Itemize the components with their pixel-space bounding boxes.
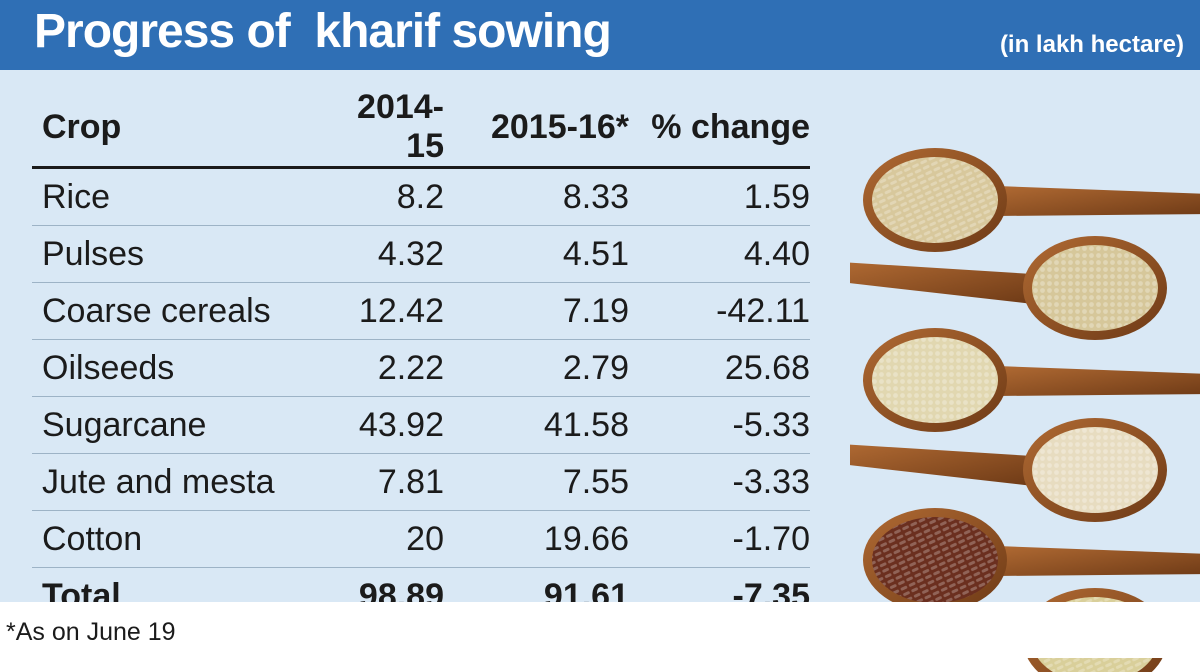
unit-label: (in lakh hectare) [999, 31, 1184, 58]
value-2015-16-cell: 19.66 [444, 510, 629, 568]
crop-cell: Coarse cereals [32, 282, 326, 340]
crop-cell: Sugarcane [32, 396, 326, 454]
table-panel: Crop 2014-15 2015-16* % change Rice 8.2 … [0, 70, 1200, 672]
change-cell: 25.68 [629, 339, 810, 397]
column-header-crop: Crop [32, 88, 326, 169]
crop-cell: Oilseeds [32, 339, 326, 397]
table-row-pulses: Pulses 4.32 4.51 4.40 [32, 225, 810, 283]
change-cell: -3.33 [629, 453, 810, 511]
header-bar: Progress of kharif sowing (in lakh hecta… [0, 0, 1200, 70]
value-2014-15-cell: 7.81 [326, 453, 444, 511]
column-header-2014-15: 2014-15 [326, 88, 444, 169]
table-row-coarse-cereals: Coarse cereals 12.42 7.19 -42.11 [32, 282, 810, 340]
table-row-oilseeds: Oilseeds 2.22 2.79 25.68 [32, 339, 810, 397]
value-2014-15-cell: 20 [326, 510, 444, 568]
chart-title: Progress of kharif sowing [34, 5, 612, 58]
spoon-handle [850, 262, 1033, 304]
lentil-spoon [863, 328, 1200, 432]
table-row-jute-and-mesta: Jute and mesta 7.81 7.55 -3.33 [32, 453, 810, 511]
footnote: *As on June 19 [6, 618, 176, 646]
value-2014-15-cell: 43.92 [326, 396, 444, 454]
table-row-cotton: Cotton 20 19.66 -1.70 [32, 510, 810, 568]
value-2015-16-cell: 2.79 [444, 339, 629, 397]
spoon-handle [997, 546, 1200, 576]
rice-spoon [863, 148, 1200, 252]
change-cell: -42.11 [629, 282, 810, 340]
value-2015-16-cell: 7.19 [444, 282, 629, 340]
sorghum-spoon [850, 418, 1167, 522]
grain-texture [872, 157, 998, 243]
column-header-change: % change [629, 88, 810, 169]
value-2014-15-cell: 4.32 [326, 225, 444, 283]
table-header-row: Crop 2014-15 2015-16* % change [32, 88, 810, 169]
table-row-sugarcane: Sugarcane 43.92 41.58 -5.33 [32, 396, 810, 454]
spoon-handle [997, 366, 1200, 396]
crop-cell: Cotton [32, 510, 326, 568]
spoon-handle [997, 186, 1200, 216]
red-rice-spoon [863, 508, 1200, 612]
grain-spoons-illustration [850, 148, 1200, 672]
millet-spoon [850, 236, 1167, 340]
crop-cell: Pulses [32, 225, 326, 283]
value-2015-16-cell: 8.33 [444, 167, 629, 226]
crop-cell: Rice [32, 167, 326, 226]
grain-texture [1032, 245, 1158, 331]
grain-texture [872, 337, 998, 423]
change-cell: -1.70 [629, 510, 810, 568]
value-2015-16-cell: 4.51 [444, 225, 629, 283]
sowing-table: Crop 2014-15 2015-16* % change Rice 8.2 … [32, 88, 810, 624]
value-2014-15-cell: 12.42 [326, 282, 444, 340]
value-2014-15-cell: 8.2 [326, 167, 444, 226]
crop-cell: Jute and mesta [32, 453, 326, 511]
grain-texture [872, 517, 998, 603]
spoon-handle [850, 444, 1033, 486]
change-cell: -5.33 [629, 396, 810, 454]
table-row-rice: Rice 8.2 8.33 1.59 [32, 167, 810, 226]
footer: *As on June 19 [0, 602, 1200, 658]
change-cell: 4.40 [629, 225, 810, 283]
grain-texture [1032, 427, 1158, 513]
column-header-2015-16: 2015-16* [444, 88, 629, 169]
change-cell: 1.59 [629, 167, 810, 226]
value-2014-15-cell: 2.22 [326, 339, 444, 397]
value-2015-16-cell: 7.55 [444, 453, 629, 511]
value-2015-16-cell: 41.58 [444, 396, 629, 454]
